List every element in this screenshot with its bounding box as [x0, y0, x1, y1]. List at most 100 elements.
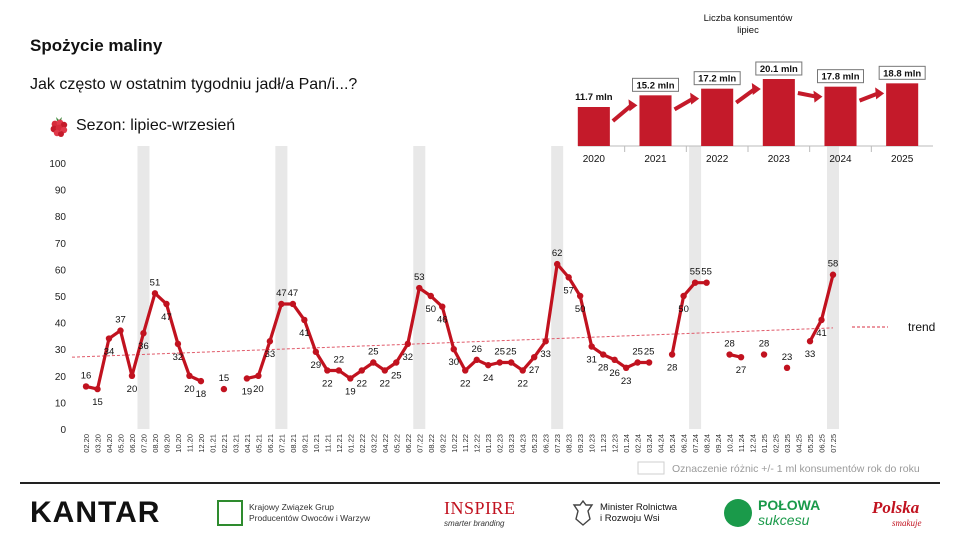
data-point [243, 375, 251, 382]
data-point [519, 367, 526, 374]
x-tick-label: 03.23 [507, 434, 516, 453]
data-label: 23 [621, 376, 632, 387]
data-point [760, 351, 768, 358]
change-arrow [673, 96, 695, 112]
data-label: 30 [448, 357, 459, 368]
bar-2025 [886, 83, 919, 146]
data-label: 22 [334, 354, 345, 365]
data-point [542, 338, 549, 345]
y-tick-label: 60 [55, 265, 67, 276]
x-tick-label: 12.24 [749, 434, 758, 453]
data-point [496, 359, 503, 366]
data-point [370, 359, 377, 366]
data-label: 47 [288, 288, 299, 299]
data-point [140, 330, 147, 337]
bar-2024 [824, 86, 857, 146]
data-point [737, 353, 745, 361]
data-point [186, 372, 193, 379]
data-label: 19 [242, 386, 253, 397]
x-tick-label: 12.20 [197, 434, 206, 453]
highlight-column-07.24 [689, 146, 702, 429]
trend-legend-label: trend [908, 320, 935, 334]
data-label: 18 [196, 389, 207, 400]
x-tick-label: 09.23 [576, 434, 585, 453]
data-label: 33 [805, 349, 816, 360]
bar-value-label: 17.2 mln [698, 74, 736, 85]
data-label: 33 [265, 349, 276, 360]
data-label: 28 [724, 339, 735, 350]
data-point [393, 359, 400, 366]
data-point [381, 367, 388, 374]
x-tick-label: 02.21 [220, 434, 229, 453]
ministry-line-2: i Rozwoju Wsi [600, 513, 660, 524]
data-point [485, 361, 492, 369]
change-arrow-head [628, 99, 638, 112]
data-label: 29 [311, 360, 322, 371]
polska-name: Polska [872, 498, 920, 517]
data-point [439, 303, 446, 310]
data-point [645, 359, 653, 366]
x-tick-label: 06.20 [128, 434, 137, 453]
x-tick-label: 09.22 [438, 434, 447, 453]
x-tick-label: 05.21 [254, 434, 263, 453]
data-label: 25 [644, 347, 655, 358]
data-label: 28 [759, 339, 770, 350]
highlight-column-07.20 [137, 146, 150, 429]
data-label: 31 [586, 355, 597, 366]
x-tick-label: 07.20 [139, 434, 148, 453]
change-arrow-head [690, 92, 700, 105]
x-tick-label: 11.24 [737, 434, 746, 452]
x-tick-label: 02.24 [634, 434, 643, 453]
x-tick-label: 03.25 [783, 434, 792, 453]
x-tick-label: 01.24 [622, 434, 631, 453]
data-point [335, 367, 343, 374]
data-point [347, 375, 354, 382]
x-tick-label: 11.22 [461, 434, 470, 452]
x-tick-label: 02.23 [496, 434, 505, 453]
bar-category-label: 2020 [583, 154, 606, 165]
data-point [588, 343, 595, 350]
kzg-line-2: Producentów Owoców i Warzyw [249, 513, 371, 523]
data-label: 15 [92, 397, 103, 408]
data-label: 55 [701, 267, 712, 278]
bar-label-box [817, 69, 864, 84]
polowa-mark-icon [724, 499, 752, 527]
data-label: 27 [529, 365, 540, 376]
data-point [220, 385, 228, 393]
x-tick-label: 09.20 [162, 434, 171, 453]
x-tick-label: 06.23 [542, 434, 551, 453]
x-tick-label: 01.21 [208, 434, 217, 453]
x-tick-label: 07.21 [277, 434, 286, 453]
data-label: 51 [150, 277, 161, 288]
data-label: 50 [425, 304, 436, 315]
x-tick-label: 01.25 [760, 434, 769, 453]
x-tick-label: 03.24 [645, 434, 654, 453]
data-label: 19 [345, 386, 356, 397]
data-label: 62 [552, 248, 563, 259]
kantar-logo: KANTAR [30, 496, 161, 529]
x-tick-label: 10.21 [312, 434, 321, 453]
series-line-segment [245, 262, 651, 381]
y-tick-label: 30 [55, 345, 67, 356]
data-point [668, 351, 676, 358]
data-point [531, 353, 538, 361]
bar-category-label: 2024 [829, 154, 852, 165]
data-point [151, 290, 159, 297]
x-tick-label: 05.22 [392, 434, 401, 453]
x-tick-label: 03.21 [231, 434, 240, 453]
x-tick-label: 10.24 [726, 434, 735, 453]
data-point [358, 367, 366, 374]
data-point [163, 300, 170, 308]
data-point [174, 340, 182, 348]
inspire-tagline: smarter branding [444, 519, 505, 528]
y-tick-label: 10 [55, 398, 67, 409]
data-label: 47 [161, 312, 172, 323]
shade-legend-swatch [637, 461, 665, 475]
data-label: 28 [598, 363, 609, 374]
data-label: 50 [678, 304, 689, 315]
data-point [416, 284, 423, 292]
data-label: 57 [563, 285, 574, 296]
bar-label-box [693, 71, 741, 86]
bar-2023 [762, 79, 795, 146]
data-label: 25 [391, 371, 402, 382]
